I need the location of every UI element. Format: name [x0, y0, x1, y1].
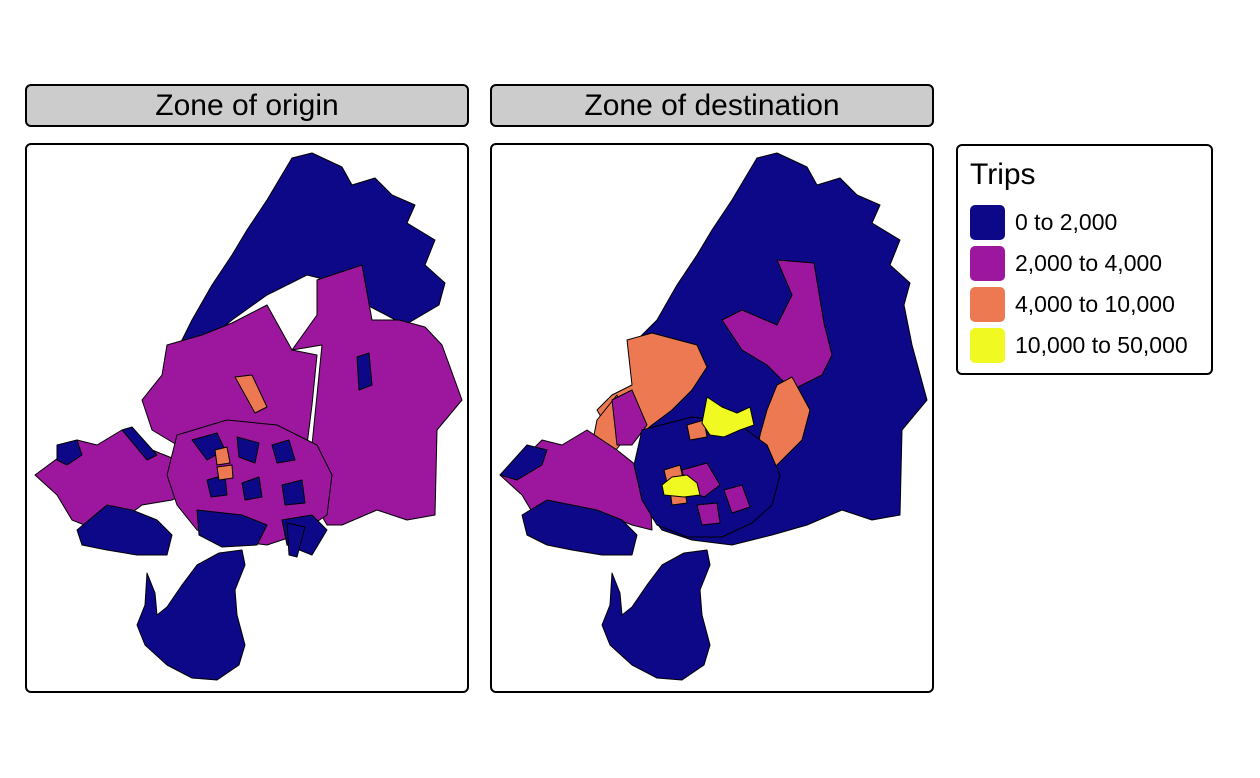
zone-southern-island-origin [136, 549, 246, 681]
zone-west-tip-dest [499, 444, 548, 481]
zone-urban-dark-2-origin [236, 436, 260, 464]
zone-urban-dark-6-origin [281, 479, 306, 506]
map-destination [499, 152, 928, 681]
zone-coast-strip-origin [121, 426, 158, 461]
zone-urban-dark-3-origin [271, 439, 296, 464]
map-legend: Trips 0 to 2,000 2,000 to 4,000 4,000 to… [956, 144, 1213, 375]
zone-urban-dark-7-origin [196, 509, 268, 548]
zone-orange-3-origin [216, 464, 234, 481]
zone-yellow-north-dest [701, 396, 755, 438]
zone-south-coast-origin [76, 504, 173, 556]
legend-item: 4,000 to 10,000 [970, 286, 1175, 322]
zone-southern-island-dest [601, 549, 711, 681]
zone-orange-1-origin [234, 374, 268, 414]
zone-west-tip-origin [56, 439, 83, 466]
map-origin [34, 152, 463, 681]
zone-yellow-south-dest [661, 474, 701, 498]
legend-label: 4,000 to 10,000 [1015, 290, 1175, 317]
zone-coast-purple-dest [611, 389, 648, 446]
zone-south-coast-dest [521, 499, 638, 556]
legend-swatch [970, 327, 1005, 363]
zone-urban-dark-5-origin [241, 476, 263, 501]
zone-urban-purple-2-dest [723, 484, 751, 514]
zone-central-dest [721, 259, 833, 391]
legend-title: Trips [970, 158, 1036, 191]
legend-swatch [970, 286, 1005, 322]
legend-item: 10,000 to 50,000 [970, 327, 1188, 363]
zone-east-origin [291, 264, 463, 526]
zone-orange-2-origin [214, 446, 231, 466]
facet-title-origin: Zone of origin [25, 84, 469, 127]
zone-north-origin [176, 152, 446, 351]
zone-south-strip-origin [286, 522, 306, 558]
legend-item: 0 to 2,000 [970, 204, 1117, 240]
map-panel-destination [490, 143, 934, 693]
zone-urban-purple-3-dest [696, 502, 721, 526]
legend-label: 2,000 to 4,000 [1015, 249, 1163, 276]
map-panel-origin [25, 143, 469, 693]
legend-label: 10,000 to 50,000 [1015, 331, 1188, 358]
legend-item: 2,000 to 4,000 [970, 245, 1162, 281]
legend-swatch [970, 204, 1005, 240]
facet-title-destination: Zone of destination [490, 84, 934, 127]
zone-urban-orange-3-dest [686, 419, 708, 441]
legend-swatch [970, 245, 1005, 281]
legend-label: 0 to 2,000 [1015, 208, 1118, 235]
zone-north-strip-origin [356, 352, 373, 391]
